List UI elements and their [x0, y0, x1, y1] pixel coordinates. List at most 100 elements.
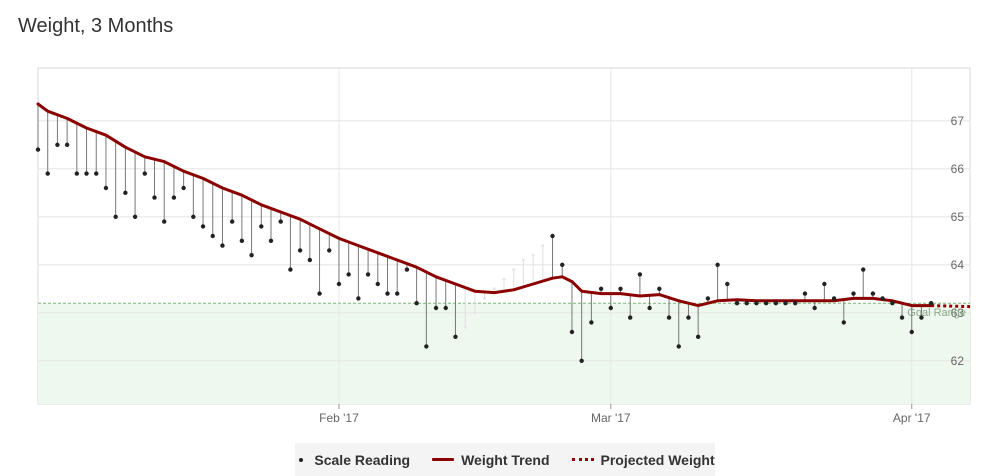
legend-item-projected-weight[interactable]: Projected Weight [571, 452, 715, 468]
scale-reading-point [579, 358, 584, 363]
goal-range-label: Goal Range [907, 307, 966, 319]
scale-reading-point [647, 305, 652, 311]
scale-reading-point [375, 281, 380, 287]
scale-reading-point [763, 301, 769, 306]
scale-reading-point [686, 315, 691, 320]
scale-reading-point [414, 301, 419, 306]
chart-title: Weight, 3 Months [18, 15, 174, 37]
faded-reading-point [512, 268, 516, 272]
scale-reading-point [899, 315, 905, 320]
x-tick-label: Feb '17 [319, 411, 359, 425]
scale-reading-point [162, 219, 167, 224]
scale-reading-point [152, 195, 157, 200]
faded-reading-point [521, 258, 525, 262]
scale-reading-point [297, 248, 303, 253]
faded-reading-point [473, 311, 477, 315]
scale-reading-point [64, 142, 70, 147]
scale-reading-point [618, 286, 623, 291]
legend-label-scale-reading: Scale Reading [314, 451, 411, 468]
scale-reading-point [268, 238, 274, 243]
scale-reading-point [346, 272, 351, 277]
scale-reading-point [657, 286, 662, 291]
scale-reading-point [715, 262, 720, 267]
scale-reading-point [278, 219, 283, 224]
scale-reading-point [200, 224, 206, 229]
scale-reading-point [307, 257, 313, 263]
x-tick-label: Apr '17 [893, 411, 931, 425]
scale-reading-point [870, 291, 876, 296]
scale-reading-point [404, 267, 410, 272]
scale-reading-point [831, 296, 837, 301]
faded-reading-point [483, 296, 487, 300]
scale-reading-point [123, 190, 128, 195]
scale-reading-point [210, 233, 215, 239]
scale-reading-point [695, 334, 701, 339]
scale-reading-point [812, 305, 817, 311]
scale-reading-point [890, 301, 895, 306]
faded-reading-point [463, 325, 467, 329]
weight-trend-line [36, 102, 933, 308]
scale-reading-point [142, 171, 147, 176]
scale-reading-point [734, 301, 740, 306]
scale-reading-point [880, 296, 885, 301]
legend-item-weight-trend[interactable]: Weight Trend [432, 452, 550, 468]
scale-reading-point [550, 233, 555, 239]
scale-reading-point [637, 272, 643, 277]
scale-reading-point [793, 301, 798, 306]
scale-reading-point [181, 185, 186, 191]
faded-reading-point [492, 287, 496, 291]
scale-reading-point [725, 281, 730, 287]
scale-reading-point [744, 301, 749, 306]
legend-item-scale-reading[interactable]: Scale Reading [295, 452, 410, 468]
scale-reading-point [259, 224, 264, 229]
scale-reading-swatch [299, 457, 304, 462]
scale-reading-point [676, 344, 681, 349]
scale-reading-point [851, 291, 856, 296]
scale-reading-point [94, 171, 99, 176]
chart-legend: Scale Reading Weight Trend Projected Wei… [295, 443, 715, 476]
scale-reading-point [395, 291, 400, 296]
scale-reading-point [608, 305, 613, 311]
y-tick-label: 65 [951, 210, 965, 224]
scale-reading-point [666, 315, 672, 320]
scale-reading-point [628, 315, 633, 320]
y-tick-label: 67 [951, 114, 965, 128]
scale-reading-point [336, 281, 342, 287]
y-tick-label: 66 [951, 162, 965, 176]
scale-reading-point [132, 214, 138, 219]
scale-reading-point [569, 329, 575, 335]
faded-reading-point [502, 277, 506, 281]
scale-reading-point [560, 262, 565, 267]
scale-reading-point [705, 296, 711, 301]
weight-trend-swatch [432, 458, 455, 461]
scale-reading-point [288, 267, 293, 272]
scale-reading-point [919, 315, 924, 320]
scale-reading-point [113, 214, 118, 219]
scale-reading-point [385, 291, 390, 296]
scale-reading-point [84, 171, 89, 176]
scale-reading-point [220, 243, 225, 248]
y-tick-label: 64 [951, 258, 965, 272]
x-tick-label: Mar '17 [591, 411, 631, 425]
scale-reading-point [229, 219, 235, 224]
y-tick-label: 62 [951, 354, 965, 368]
scale-reading-point [909, 329, 914, 335]
scale-reading-point [35, 147, 41, 152]
scale-reading-point [453, 334, 458, 339]
scale-reading-point [356, 296, 361, 301]
faded-reading-point [531, 253, 535, 257]
scale-reading-point [783, 301, 788, 306]
scale-reading-point [754, 301, 759, 306]
scale-reading-point [191, 214, 196, 219]
goal-range-band [38, 303, 970, 404]
scale-reading-point [861, 267, 866, 272]
scale-reading-point [443, 305, 448, 311]
scale-reading-point [589, 320, 594, 325]
scale-reading-point [433, 305, 439, 311]
scale-reading-point [249, 253, 254, 258]
scale-reading-point [103, 185, 109, 191]
scale-reading-point [55, 142, 60, 147]
scale-reading-point [317, 291, 322, 296]
scale-reading-point [424, 344, 429, 349]
